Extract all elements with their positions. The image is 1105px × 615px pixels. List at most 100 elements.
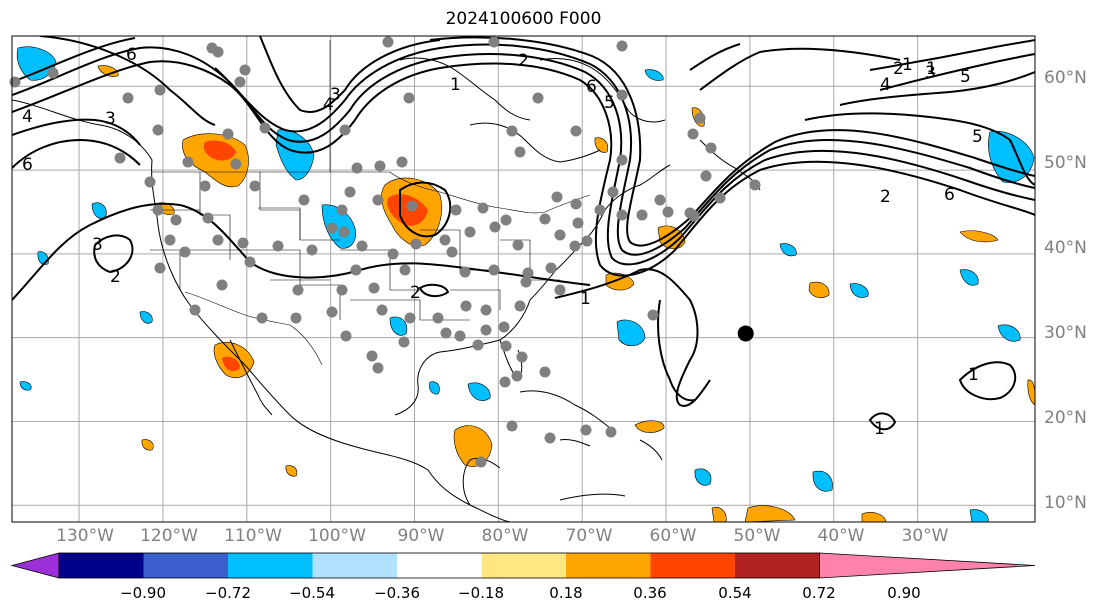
station-dot [154,262,166,274]
station-dot [554,229,566,241]
station-dot [182,156,194,168]
station-dot [714,192,726,204]
colorbar-swatch [397,553,482,578]
fill-positive [1027,379,1035,406]
lat-tick-label: 60°N [1044,68,1087,88]
contour-label: 1 [968,365,979,385]
station-dot [239,64,251,76]
station-dot [749,179,761,191]
station-dot [500,214,512,226]
station-dot [488,36,500,48]
station-dot [122,92,134,104]
station-dot [366,350,378,362]
contour-label: 6 [126,45,137,65]
contour-label: 3 [105,109,116,129]
station-dot [705,142,717,154]
contour-label: 6 [586,77,597,97]
station-dot [351,162,363,174]
station-dot [212,46,224,58]
station-dot [460,300,472,312]
colorbar-swatch [650,553,735,578]
colorbar-swatch [735,553,820,578]
station-dot [605,426,617,438]
station-dot [489,221,501,233]
station-dot [499,376,511,388]
station-dot [404,312,416,324]
station-dot [230,158,242,170]
station-dot [580,424,592,436]
station-dot [350,264,362,276]
contour-label: 4 [22,107,33,127]
station-dot [570,125,582,137]
graticule [12,36,1035,522]
station-dot [340,330,352,342]
colorbar-swatch [228,553,313,578]
station-dot [472,339,484,351]
contour-label: 4 [323,95,334,115]
station-dot [569,240,581,252]
lon-tick-label: 120°W [140,526,198,546]
lon-tick-label: 60°W [649,526,697,546]
station-dot [544,432,556,444]
contour-label: 2 [518,51,529,71]
station-dot [374,160,386,172]
station-dot [249,180,261,192]
fill-strong-positive [387,194,428,226]
station-dot [662,206,674,218]
lon-tick-label: 130°W [56,526,114,546]
station-dot [306,244,318,256]
fill-negative [429,381,440,395]
colorbar-tick-label: 0.72 [802,584,836,602]
station-dot [480,324,492,336]
station-dot [488,264,500,276]
station-dot [607,186,619,198]
fill-negative [812,470,833,492]
fill-negative [694,468,712,486]
station-dot [336,284,348,296]
station-dot [432,312,444,324]
station-dot [406,200,418,212]
station-dot [500,340,512,352]
station-dot [144,176,156,188]
station-dot [572,217,584,229]
contour-label: 3 [925,63,936,83]
station-dot [688,210,700,222]
contour-label: 1 [580,289,591,309]
contour-label: 3 [92,235,103,255]
lat-tick-label: 50°N [1044,153,1087,173]
station-dot [616,209,628,221]
fill-positive [861,512,887,522]
station-dot [498,321,510,333]
station-dot [170,214,182,226]
station-dot [616,89,628,101]
station-dot [440,327,452,339]
fill-positive [634,420,665,433]
fill-positive [141,439,154,451]
station-dot [272,240,284,252]
map-frame [11,35,1036,523]
station-dot [616,154,628,166]
station-dot [700,170,712,182]
station-dot [694,112,706,124]
station-dot [189,304,201,316]
station-dot [222,128,234,140]
station-dot [520,276,532,288]
storm-center-marker [737,325,754,342]
colorbar-extend-max [819,552,1036,579]
station-dot [152,204,164,216]
fill-positive [594,137,609,153]
station-dot [326,222,338,234]
contour-labels: 6 4 3 3 2 1 2 6 5 4 3 2 1 2 1 1 1 1 2 3 … [22,45,983,439]
station-dot [446,246,458,258]
contour-lines [12,36,1035,431]
fill-negative [779,243,797,257]
colorbar-swatch [566,553,651,578]
lat-tick-label: 20°N [1044,408,1087,428]
fill-positive [711,507,727,522]
fill-strong-positive [222,356,240,372]
station-dot [368,282,380,294]
fill-negative [644,69,664,81]
station-dot [545,262,557,274]
station-dot [514,146,526,158]
contour-label: 6 [22,155,33,175]
